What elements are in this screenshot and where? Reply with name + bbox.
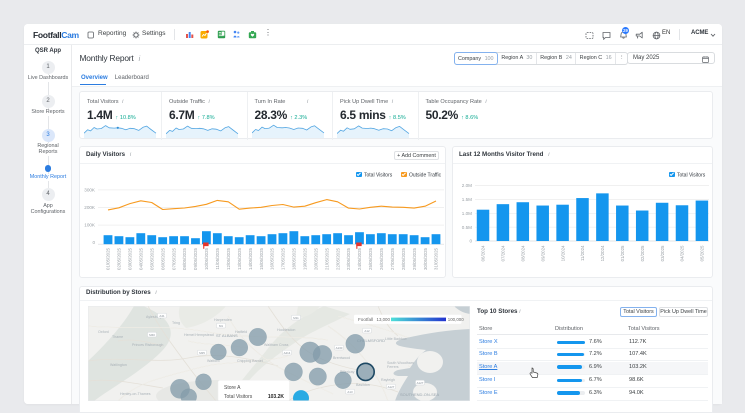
svg-text:Little Baddow: Little Baddow [385, 337, 407, 341]
svg-text:0.5M: 0.5M [462, 225, 472, 230]
svg-text:04/05/2025: 04/05/2025 [139, 247, 144, 270]
svg-text:A414: A414 [284, 351, 291, 355]
svg-text:M25: M25 [199, 351, 205, 355]
svg-text:A41: A41 [159, 314, 165, 318]
svg-text:CHELMSFORD: CHELMSFORD [357, 338, 385, 343]
svg-text:28/05/2025: 28/05/2025 [401, 247, 406, 270]
svg-text:17/05/2025: 17/05/2025 [281, 247, 286, 270]
svg-text:100K: 100K [84, 223, 96, 228]
svg-text:1.5M: 1.5M [462, 197, 472, 202]
svg-text:08/05/2025: 08/05/2025 [182, 247, 187, 270]
svg-text:South Woodham: South Woodham [387, 361, 414, 365]
svg-text:18/05/2025: 18/05/2025 [292, 247, 297, 270]
svg-text:01/05/2025: 01/05/2025 [106, 247, 111, 270]
svg-text:2.0M: 2.0M [462, 183, 472, 188]
svg-text:Aylesbury: Aylesbury [146, 315, 162, 319]
svg-text:200K: 200K [84, 205, 96, 210]
svg-text:26/05/2025: 26/05/2025 [379, 247, 384, 270]
svg-text:300K: 300K [84, 188, 96, 193]
svg-text:Basildon: Basildon [356, 383, 370, 387]
svg-text:09/2024: 09/2024 [540, 245, 545, 261]
svg-text:Chipping Barnet: Chipping Barnet [237, 359, 263, 363]
svg-text:0: 0 [469, 239, 472, 244]
svg-text:Tring: Tring [172, 321, 180, 325]
svg-text:A127: A127 [388, 385, 395, 389]
svg-text:Billericay: Billericay [340, 370, 355, 374]
svg-text:09/05/2025: 09/05/2025 [193, 247, 198, 270]
svg-text:A130: A130 [336, 346, 343, 350]
svg-text:13/05/2025: 13/05/2025 [237, 247, 242, 270]
svg-text:Ferrers: Ferrers [387, 365, 399, 369]
svg-text:03/05/2025: 03/05/2025 [128, 247, 133, 270]
svg-text:M40: M40 [149, 333, 155, 337]
svg-text:27/05/2025: 27/05/2025 [390, 247, 395, 270]
svg-text:07/2024: 07/2024 [501, 245, 506, 261]
svg-text:05/05/2025: 05/05/2025 [149, 247, 154, 270]
svg-text:20/05/2025: 20/05/2025 [313, 247, 318, 270]
svg-text:Princes Risborough: Princes Risborough [132, 343, 163, 347]
svg-text:Harpenden: Harpenden [214, 318, 232, 322]
svg-text:01/2025: 01/2025 [620, 245, 625, 261]
svg-text:05/2025: 05/2025 [700, 245, 705, 261]
svg-text:15/05/2025: 15/05/2025 [259, 247, 264, 270]
svg-text:30/05/2025: 30/05/2025 [423, 247, 428, 270]
svg-text:06/05/2025: 06/05/2025 [160, 247, 165, 270]
svg-text:12/2024: 12/2024 [600, 245, 605, 261]
svg-text:Watlington: Watlington [110, 363, 127, 367]
svg-text:Brentwood: Brentwood [333, 356, 350, 360]
svg-text:13,000: 13,000 [377, 317, 391, 322]
svg-text:04/2025: 04/2025 [680, 245, 685, 261]
svg-text:Hemel Hempstead: Hemel Hempstead [184, 333, 214, 337]
svg-text:103.2K: 103.2K [268, 394, 285, 400]
svg-text:22/05/2025: 22/05/2025 [335, 247, 340, 270]
svg-text:Footfall: Footfall [358, 317, 373, 322]
svg-text:Rayleigh: Rayleigh [381, 378, 395, 382]
svg-text:Watford: Watford [207, 359, 219, 363]
svg-text:A127: A127 [417, 381, 424, 385]
svg-text:Henley-on-Thames: Henley-on-Thames [120, 392, 151, 396]
svg-text:10/2024: 10/2024 [560, 245, 565, 261]
svg-text:Oxford: Oxford [98, 330, 109, 334]
svg-text:100,000: 100,000 [448, 317, 464, 322]
svg-text:SOUTHEND-ON-SEA: SOUTHEND-ON-SEA [400, 392, 439, 397]
svg-text:M11: M11 [293, 316, 299, 320]
svg-text:Waltham Cross: Waltham Cross [264, 343, 289, 347]
svg-text:21/05/2025: 21/05/2025 [324, 247, 329, 270]
svg-text:14/05/2025: 14/05/2025 [248, 247, 253, 270]
svg-text:08/2024: 08/2024 [521, 245, 526, 261]
svg-text:11/05/2025: 11/05/2025 [215, 247, 220, 269]
svg-text:06/2024: 06/2024 [481, 245, 486, 261]
svg-text:A13: A13 [347, 390, 353, 394]
svg-text:Hatfield: Hatfield [235, 330, 247, 334]
svg-text:M1: M1 [219, 324, 223, 328]
svg-text:29/05/2025: 29/05/2025 [412, 247, 417, 270]
svg-text:02/05/2025: 02/05/2025 [117, 247, 122, 270]
svg-text:03/2025: 03/2025 [660, 245, 665, 261]
svg-text:07/05/2025: 07/05/2025 [171, 247, 176, 270]
svg-text:19/05/2025: 19/05/2025 [303, 247, 308, 270]
svg-text:Total Visitors: Total Visitors [224, 394, 253, 400]
svg-text:24/05/2025: 24/05/2025 [357, 247, 362, 270]
svg-text:11/2024: 11/2024 [580, 245, 585, 261]
svg-text:A12: A12 [364, 329, 370, 333]
svg-text:12/05/2025: 12/05/2025 [226, 247, 231, 270]
svg-text:10/05/2025: 10/05/2025 [204, 247, 209, 270]
svg-text:Hoddesdon: Hoddesdon [277, 328, 295, 332]
svg-text:31/05/2025: 31/05/2025 [434, 247, 439, 270]
svg-text:1.0M: 1.0M [462, 211, 472, 216]
svg-text:Store A: Store A [224, 385, 241, 391]
svg-text:0: 0 [92, 240, 95, 245]
svg-text:25/05/2025: 25/05/2025 [368, 247, 373, 270]
svg-text:23/05/2025: 23/05/2025 [346, 247, 351, 270]
svg-text:16/05/2025: 16/05/2025 [270, 247, 275, 270]
svg-text:Thame: Thame [112, 335, 123, 339]
svg-text:02/2025: 02/2025 [640, 245, 645, 261]
svg-text:ST ALBANS: ST ALBANS [216, 333, 238, 338]
